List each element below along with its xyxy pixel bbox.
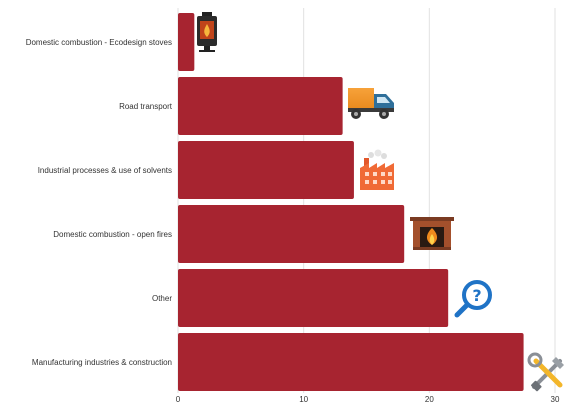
- x-tick-label: 10: [299, 395, 308, 403]
- tools-icon: [527, 352, 564, 392]
- grid-lines: [177, 8, 556, 393]
- factory-icon: [360, 149, 394, 190]
- bar: [178, 333, 524, 391]
- category-labels: Domestic combustion - Ecodesign stoves Ro…: [26, 38, 173, 367]
- bar: [178, 205, 405, 263]
- category-label: Manufacturing industries & construction: [32, 358, 172, 367]
- category-label: Road transport: [119, 102, 173, 111]
- stove-icon: [197, 12, 217, 52]
- svg-text:?: ?: [472, 286, 481, 305]
- x-tick-label: 30: [551, 395, 560, 403]
- fireplace-icon: [410, 217, 454, 250]
- bar: [178, 77, 343, 135]
- category-label: Domestic combustion - open fires: [53, 230, 172, 239]
- x-tick-label: 0: [176, 395, 181, 403]
- truck-icon: [348, 88, 394, 119]
- x-axis-ticks: 0 10 20 30: [176, 395, 560, 403]
- question-magnifier-icon: ?: [454, 280, 492, 318]
- bar: [178, 13, 195, 71]
- category-label: Domestic combustion - Ecodesign stoves: [26, 38, 172, 47]
- bars: [178, 13, 524, 391]
- category-label: Other: [152, 294, 172, 303]
- x-tick-label: 20: [425, 395, 434, 403]
- bar: [178, 269, 449, 327]
- category-label: Industrial processes & use of solvents: [38, 166, 172, 175]
- bar-icons: ?: [197, 12, 564, 392]
- bar: [178, 141, 354, 199]
